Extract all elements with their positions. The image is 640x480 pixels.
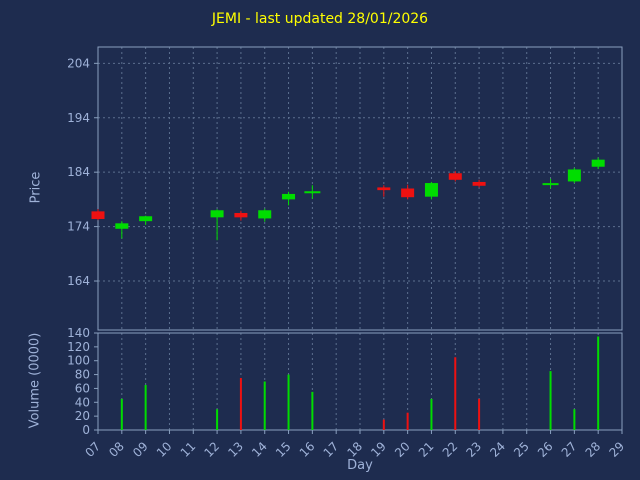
price-tick-label: 194 — [67, 111, 90, 125]
day-tick-label: 20 — [392, 439, 413, 460]
candle-body — [567, 169, 581, 182]
day-tick-label: 16 — [297, 439, 318, 460]
day-tick-label: 10 — [154, 439, 175, 460]
volume-panel-frame — [97, 332, 623, 431]
day-tick-label: 19 — [368, 439, 389, 460]
day-tick-label: 09 — [130, 439, 151, 460]
price-tick-label: 184 — [67, 165, 90, 179]
candle-body — [234, 212, 248, 218]
volume-tick-label: 80 — [75, 368, 90, 382]
day-tick-label: 26 — [535, 439, 556, 460]
day-tick-label: 23 — [464, 439, 485, 460]
day-tick-label: 17 — [321, 439, 342, 460]
day-tick-label: 24 — [487, 439, 508, 460]
candle-body — [424, 183, 438, 197]
candle-body — [472, 181, 486, 186]
candle-body — [401, 188, 415, 198]
day-tick-label: 11 — [178, 439, 199, 460]
day-tick-label: 07 — [82, 439, 103, 460]
volume-tick-label: 40 — [75, 395, 90, 409]
candle-body — [115, 223, 129, 229]
day-tick-label: 18 — [344, 439, 365, 460]
candle-body — [377, 187, 391, 191]
day-tick-label: 21 — [416, 439, 437, 460]
candle-body — [91, 211, 105, 219]
day-tick-label: 27 — [559, 439, 580, 460]
candle-body — [591, 159, 605, 167]
candle-body — [139, 216, 153, 222]
volume-tick-label: 120 — [67, 340, 90, 354]
volume-tick-label: 0 — [82, 423, 90, 437]
day-tick-label: 15 — [273, 439, 294, 460]
day-tick-label: 14 — [249, 439, 270, 460]
candle-body — [448, 173, 462, 180]
chart-title: JEMI - last updated 28/01/2026 — [211, 11, 429, 27]
candle-body — [210, 210, 224, 218]
price-tick-label: 164 — [67, 274, 90, 288]
day-tick-label: 25 — [511, 439, 532, 460]
day-tick-label: 08 — [106, 439, 127, 460]
day-tick-label: 13 — [225, 439, 246, 460]
candle-body — [258, 210, 272, 219]
volume-tick-label: 140 — [67, 326, 90, 340]
price-tick-label: 174 — [67, 220, 90, 234]
day-tick-label: 12 — [202, 439, 223, 460]
day-tick-label: 28 — [583, 439, 604, 460]
volume-tick-label: 60 — [75, 381, 90, 395]
price-tick-label: 204 — [67, 56, 90, 70]
day-tick-label: 22 — [440, 439, 461, 460]
price-panel-frame — [97, 46, 623, 331]
candle-body — [282, 193, 296, 200]
volume-tick-label: 20 — [75, 409, 90, 423]
day-axis-label: Day — [347, 458, 373, 473]
volume-tick-label: 100 — [67, 354, 90, 368]
day-tick-label: 29 — [606, 439, 627, 460]
